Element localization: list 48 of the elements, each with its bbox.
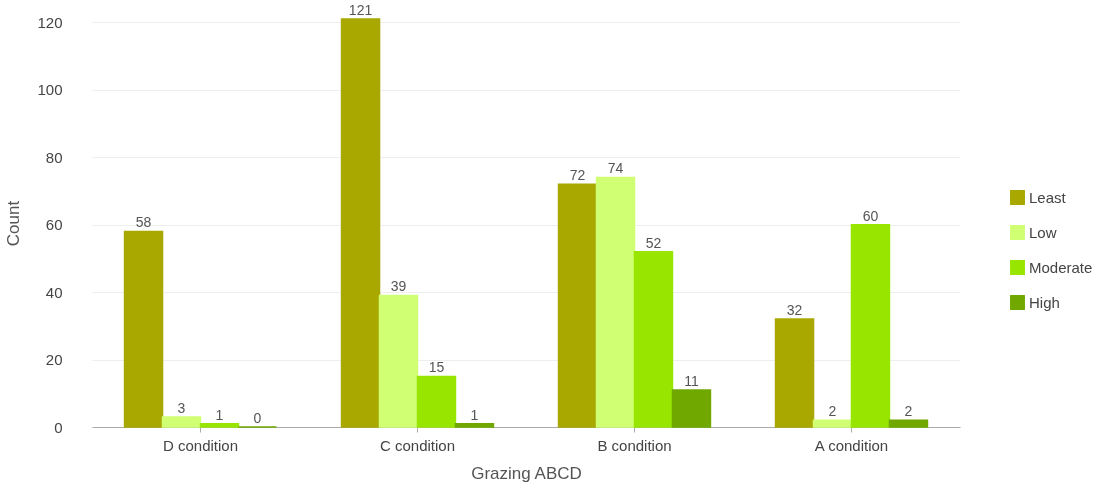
data-label: 0 — [253, 410, 262, 426]
bar — [378, 294, 419, 428]
bar — [123, 230, 164, 428]
y-tick-label: 100 — [37, 81, 63, 99]
x-tick-label: A condition — [814, 436, 889, 454]
bar — [774, 318, 815, 428]
legend-label: Low — [1029, 223, 1057, 241]
x-tick-label: D condition — [162, 436, 239, 454]
data-label: 3 — [177, 399, 186, 416]
data-label: 32 — [786, 302, 803, 319]
bar — [454, 422, 495, 428]
x-tick-label: C condition — [379, 436, 456, 454]
y-tick-label: 0 — [54, 418, 63, 436]
data-label: 72 — [569, 167, 586, 184]
x-axis-title: Grazing ABCD — [471, 463, 582, 483]
data-label: 121 — [348, 2, 373, 18]
data-label: 52 — [645, 234, 662, 251]
y-tick-label: 60 — [45, 216, 63, 234]
data-label: 1 — [470, 406, 479, 423]
bar — [888, 419, 929, 428]
data-label: 74 — [607, 160, 624, 177]
legend-label: High — [1029, 293, 1060, 311]
y-tick-label: 120 — [37, 13, 63, 31]
bar — [161, 416, 202, 428]
y-axis-title: Count — [4, 200, 24, 247]
data-label: 11 — [684, 372, 699, 389]
data-label: 60 — [862, 207, 879, 224]
bar — [633, 250, 674, 428]
bar — [671, 389, 712, 428]
y-tick-label: 80 — [45, 148, 63, 166]
bar — [595, 176, 636, 428]
bar — [812, 419, 853, 428]
data-label: 2 — [828, 403, 837, 420]
y-tick-label: 20 — [45, 351, 63, 369]
data-label: 58 — [135, 214, 152, 231]
y-tick-label: 40 — [45, 283, 63, 301]
data-label: 39 — [390, 278, 407, 295]
data-label: 15 — [428, 359, 445, 376]
data-label: 2 — [904, 403, 913, 420]
x-tick-label: B condition — [597, 436, 672, 454]
bar — [557, 183, 598, 428]
data-label: 1 — [215, 406, 224, 423]
bar — [199, 422, 240, 428]
bar — [416, 375, 457, 428]
bar — [850, 223, 891, 428]
bar — [340, 18, 381, 428]
legend-label: Least — [1029, 188, 1067, 206]
legend-label: Moderate — [1029, 258, 1093, 276]
